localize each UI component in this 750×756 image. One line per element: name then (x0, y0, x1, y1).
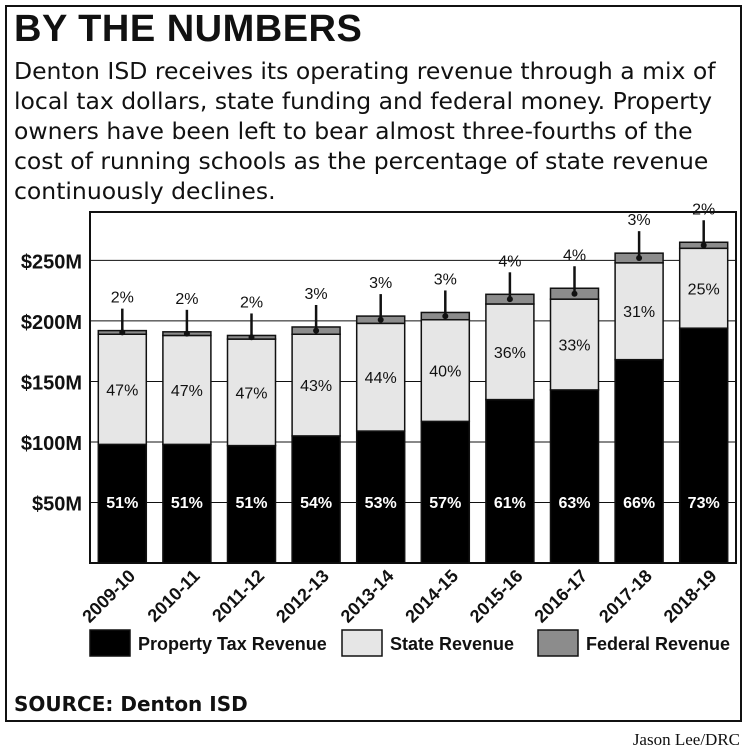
data-label-property: 53% (365, 495, 397, 512)
data-label-property: 51% (171, 495, 203, 512)
y-tick-label: $50M (32, 493, 82, 515)
federal-leader-dot (442, 313, 449, 320)
data-label-property: 54% (300, 495, 332, 512)
bar-state (549, 298, 600, 391)
federal-leader-dot (636, 254, 643, 261)
x-tick-label: 2009-10 (78, 566, 139, 627)
y-tick-label: $100M (21, 433, 82, 455)
x-tick-label: 2010-11 (144, 566, 204, 626)
bar-state (485, 303, 535, 401)
source-note: SOURCE: Denton ISD (14, 692, 248, 716)
legend-swatch (537, 629, 579, 657)
x-tick-label: 2014-15 (401, 566, 462, 627)
data-label-state: 33% (558, 338, 590, 355)
federal-leader-dot (313, 327, 320, 334)
data-label-federal: 2% (111, 290, 134, 307)
bar-property-tax (97, 443, 148, 564)
federal-leader-dot (119, 329, 126, 336)
data-label-state: 43% (300, 378, 332, 395)
y-tick-label: $200M (21, 312, 82, 334)
bar-property-tax (614, 358, 664, 564)
bar-property-tax (291, 435, 341, 564)
photo-credit: Jason Lee/DRC (632, 730, 740, 749)
data-label-state: 47% (106, 382, 138, 399)
x-tick-label: 2013-14 (337, 566, 398, 627)
data-label-federal: 4% (498, 253, 521, 270)
x-tick-label: 2018-19 (660, 566, 721, 627)
data-label-property: 66% (623, 495, 655, 512)
data-label-property: 73% (688, 495, 720, 512)
data-label-federal: 3% (434, 271, 457, 288)
y-tick-label: $150M (21, 372, 82, 394)
bar-property-tax (420, 420, 471, 564)
data-label-state: 47% (235, 385, 267, 402)
x-tick-label: 2011-12 (208, 566, 268, 626)
data-label-state: 36% (494, 345, 526, 362)
data-label-federal: 4% (563, 247, 586, 264)
data-label-state: 31% (623, 304, 655, 321)
legend-swatch (89, 629, 131, 657)
data-label-property: 51% (106, 495, 138, 512)
federal-leader-dot (183, 330, 190, 337)
bar-property-tax (355, 430, 406, 564)
data-label-federal: 3% (369, 275, 392, 292)
data-label-property: 61% (494, 495, 526, 512)
graphic-frame (5, 5, 742, 722)
data-label-federal: 2% (175, 291, 198, 308)
x-tick-label: 2016-17 (530, 566, 591, 627)
federal-leader-dot (377, 316, 384, 323)
bar-property-tax (549, 389, 600, 564)
legend-swatch (341, 629, 383, 657)
federal-leader-dot (700, 242, 707, 249)
bar-state (291, 333, 341, 437)
data-label-federal: 2% (692, 201, 715, 218)
data-label-federal: 3% (628, 212, 651, 229)
data-label-property: 51% (235, 495, 267, 512)
page-subtitle: Denton ISD receives its operating revenu… (14, 57, 716, 205)
data-label-state: 25% (688, 281, 720, 298)
plot-area (89, 211, 737, 564)
bar-property-tax (678, 327, 729, 564)
data-label-property: 57% (429, 495, 461, 512)
x-tick-label: 2017-18 (595, 566, 656, 627)
data-label-federal: 3% (305, 286, 328, 303)
data-label-state: 47% (171, 383, 203, 400)
y-tick-label: $250M (21, 251, 82, 273)
data-label-federal: 2% (240, 294, 263, 311)
page-title: BY THE NUMBERS (14, 8, 363, 50)
bar-state (226, 338, 277, 447)
bar-property-tax (485, 398, 535, 564)
federal-leader-dot (248, 334, 255, 341)
data-label-state: 44% (365, 370, 397, 387)
legend-label: State Revenue (390, 634, 514, 654)
x-tick-label: 2012-13 (272, 566, 333, 627)
data-label-state: 40% (429, 364, 461, 381)
federal-leader-dot (506, 296, 513, 303)
bar-state (97, 333, 148, 446)
bar-state (678, 247, 729, 329)
federal-leader-dot (571, 290, 578, 297)
legend-label: Property Tax Revenue (138, 634, 327, 654)
legend-label: Federal Revenue (586, 634, 730, 654)
bar-state (420, 318, 471, 423)
x-tick-label: 2015-16 (466, 566, 527, 627)
bar-state (614, 262, 664, 361)
data-label-property: 63% (558, 495, 590, 512)
